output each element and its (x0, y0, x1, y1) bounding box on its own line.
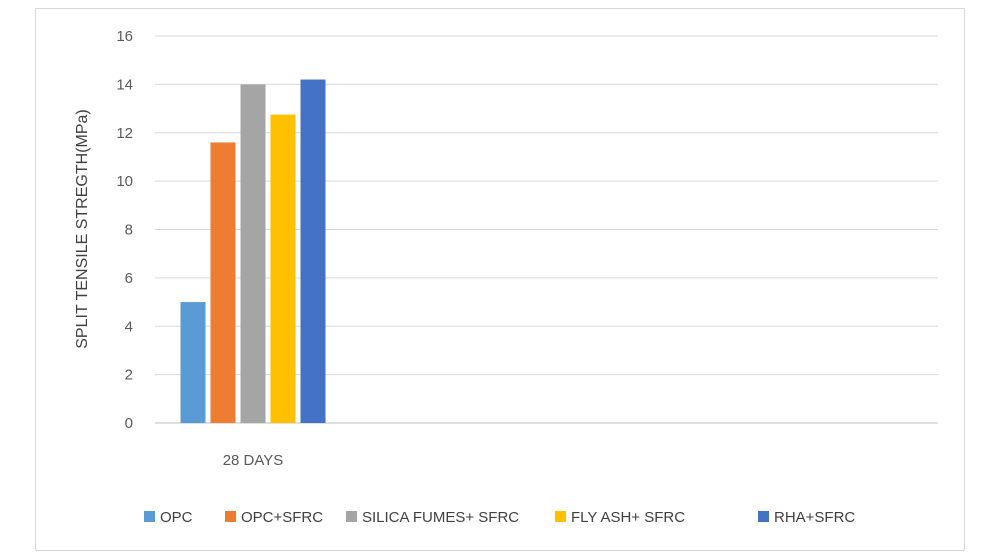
bar-opc-sfrc (210, 142, 236, 424)
chart-frame (35, 8, 965, 551)
legend-swatch (555, 511, 566, 522)
y-tick-label: 6 (125, 270, 133, 287)
y-tick-label: 10 (116, 173, 133, 190)
bar-rha-sfrc (300, 79, 326, 423)
legend-label: RHA+SFRC (774, 509, 855, 526)
y-tick-label: 2 (125, 367, 133, 384)
legend-swatch (144, 511, 155, 522)
y-tick-label: 14 (116, 76, 133, 93)
bar-silica-fumes-sfrc (240, 84, 266, 423)
legend-swatch (225, 511, 236, 522)
y-tick-label: 12 (116, 125, 133, 142)
legend-label: SILICA FUMES+ SFRC (362, 509, 519, 526)
y-tick-label: 4 (125, 318, 133, 335)
y-axis-title: SPLIT TENSILE STREGTH(MPa) (74, 109, 91, 348)
y-tick-label: 16 (116, 28, 133, 45)
legend-swatch (346, 511, 357, 522)
y-tick-label: 8 (125, 222, 133, 239)
bars (180, 79, 326, 424)
y-axis-ticks: 0 2 4 6 8 10 12 14 16 (116, 28, 133, 432)
legend-label: FLY ASH+ SFRC (571, 509, 685, 526)
y-tick-label: 0 (125, 415, 133, 432)
legend-label: OPC+SFRC (241, 509, 323, 526)
bar-opc (180, 302, 206, 423)
legend-label: OPC (160, 509, 193, 526)
legend: OPC OPC+SFRC SILICA FUMES+ SFRC FLY ASH+ SF… (144, 509, 855, 526)
legend-swatch (758, 511, 769, 522)
bar-fly-ash-sfrc (270, 114, 296, 423)
x-axis-ticks: 28 DAYS (223, 452, 284, 469)
x-tick-label: 28 DAYS (223, 452, 284, 469)
